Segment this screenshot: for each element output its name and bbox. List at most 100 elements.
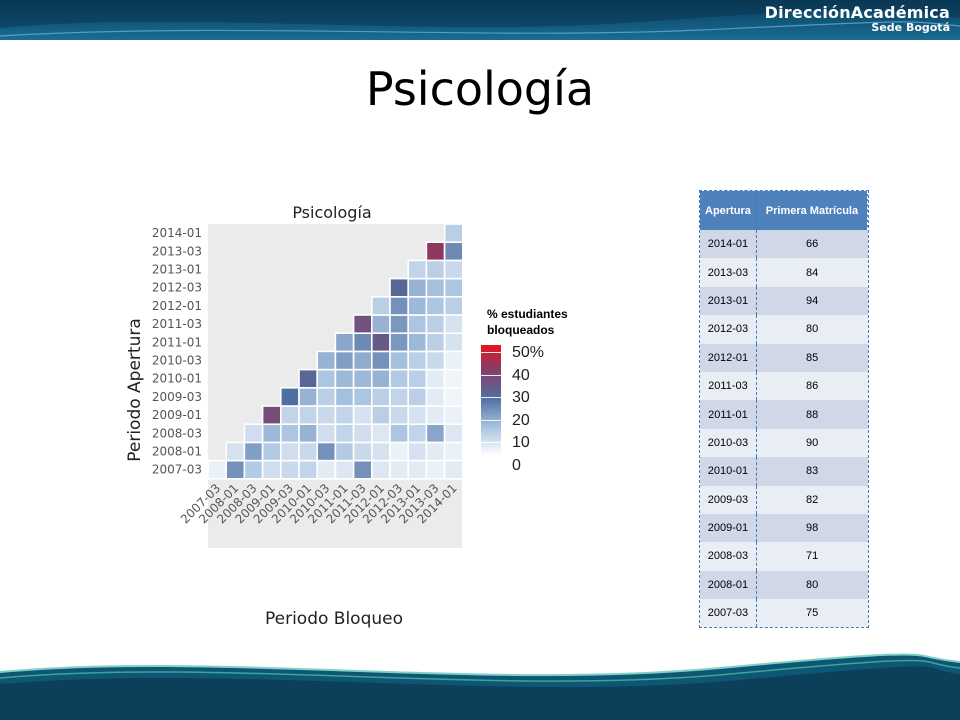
cell-primera-matricula: 86: [756, 371, 868, 401]
legend-title-line1: % estudiantes: [487, 307, 568, 321]
heatmap-cell: [225, 459, 246, 480]
cell-primera-matricula: 84: [756, 258, 868, 287]
heatmap-cell: [243, 423, 264, 444]
cell-apertura: 2008-01: [700, 570, 757, 600]
slide-title: Psicología: [365, 62, 595, 116]
brand-line1: DirecciónAcadémica: [764, 3, 950, 22]
heatmap-cell: [352, 387, 373, 407]
table-row: 2008-03 71: [700, 542, 868, 571]
x-axis-label: Periodo Bloqueo: [265, 609, 403, 629]
heatmap-cell: [316, 441, 337, 462]
heatmap-cell: [443, 368, 464, 389]
heatmap-cell: [334, 441, 355, 462]
heatmap-cell: [407, 405, 428, 426]
heatmap-cell: [389, 296, 410, 316]
y-tick-label: 2013-03: [152, 244, 202, 258]
heatmap-cell: [443, 387, 464, 407]
cell-apertura: 2008-03: [700, 542, 757, 571]
header-wave-decoration: [0, 0, 960, 37]
heatmap-cell: [443, 223, 464, 244]
cell-primera-matricula: 82: [756, 485, 868, 514]
heatmap-cell: [334, 405, 355, 426]
header-primera-matricula: Primera Matrícula: [756, 191, 869, 230]
y-tick-label: 2011-01: [152, 335, 202, 349]
heatmap-cell: [389, 277, 410, 298]
heatmap-cell: [298, 405, 319, 426]
heatmap-cell: [443, 259, 464, 280]
table-row: 2010-01 83: [700, 457, 868, 486]
heatmap-cell: [407, 314, 428, 335]
cell-apertura: 2013-01: [700, 286, 757, 316]
heatmap-cell: [280, 423, 300, 444]
heatmap-cell: [298, 441, 319, 462]
heatmap-cell: [407, 277, 428, 298]
cell-primera-matricula: 66: [756, 230, 868, 259]
legend-tick: [481, 352, 501, 353]
cell-apertura: 2012-01: [700, 343, 757, 372]
cell-apertura: 2011-01: [700, 400, 757, 429]
cell-primera-matricula: 83: [756, 457, 868, 486]
y-tick-label: 2010-01: [152, 372, 202, 386]
cell-primera-matricula: 80: [756, 570, 868, 600]
cell-apertura: 2011-03: [700, 371, 757, 401]
heatmap-cell: [407, 350, 428, 371]
heatmap-cell: [371, 441, 391, 462]
heatmap-cell: [425, 314, 446, 335]
heatmap-cell: [334, 387, 355, 407]
heatmap-cell: [298, 423, 319, 444]
cell-primera-matricula: 85: [756, 343, 868, 372]
heatmap-cell: [371, 387, 391, 407]
heatmap-cell: [407, 259, 428, 280]
heatmap-cell: [334, 459, 355, 480]
heatmap-cell: [352, 441, 373, 462]
cell-primera-matricula: 90: [756, 428, 868, 458]
heatmap-cell: [425, 368, 446, 389]
y-tick-label: 2009-01: [152, 408, 202, 422]
heatmap-cell: [280, 441, 300, 462]
cell-apertura: 2007-03: [700, 599, 757, 628]
heatmap-cell: [389, 441, 410, 462]
legend-title-line2: bloqueados: [487, 323, 555, 337]
heatmap-cell: [389, 423, 410, 444]
heatmap-cell: [425, 405, 446, 426]
heatmap-cell: [352, 459, 373, 480]
heatmap-cell: [389, 332, 410, 353]
heatmap-cell: [352, 332, 373, 353]
heatmap-cell: [443, 332, 464, 353]
heatmap-chart: Psicología 2007-032008-012008-032009-012…: [125, 203, 464, 629]
heatmap-cell: [407, 296, 428, 316]
header-apertura: Apertura: [700, 191, 757, 230]
cell-primera-matricula: 98: [756, 513, 868, 543]
table-row: 2014-01 66: [700, 230, 868, 259]
cell-apertura: 2012-03: [700, 315, 757, 344]
table-row: 2010-03 90: [700, 428, 868, 458]
heatmap-cell: [280, 387, 300, 407]
heatmap-cell: [298, 368, 319, 389]
y-tick-label: 2011-03: [152, 317, 202, 331]
heatmap-cell: [425, 441, 446, 462]
table-row: 2013-03 84: [700, 258, 868, 287]
heatmap-cell: [298, 387, 319, 407]
heatmap-cell: [352, 405, 373, 426]
heatmap-cell: [443, 405, 464, 426]
header-band: DirecciónAcadémica Sede Bogotá: [0, 0, 960, 40]
heatmap-cell: [243, 459, 264, 480]
table-row: 2012-01 85: [700, 343, 868, 372]
heatmap-cell: [371, 350, 391, 371]
brand-line2: Sede Bogotá: [871, 20, 950, 34]
y-axis-label: Periodo Apertura: [125, 318, 145, 462]
cell-primera-matricula: 88: [756, 400, 868, 429]
legend-tick: [481, 375, 501, 376]
heatmap-cell: [443, 459, 464, 480]
heatmap-cell: [425, 259, 446, 280]
heatmap-cell: [334, 423, 355, 444]
heatmap-cell: [334, 350, 355, 371]
heatmap-cell: [443, 277, 464, 298]
heatmap-cell: [261, 405, 282, 426]
cell-apertura: 2013-03: [700, 258, 757, 287]
heatmap-cell: [352, 423, 373, 444]
cell-primera-matricula: 71: [756, 542, 868, 571]
heatmap-cell: [316, 368, 337, 389]
heatmap-cell: [425, 350, 446, 371]
cell-apertura: 2010-03: [700, 428, 757, 458]
